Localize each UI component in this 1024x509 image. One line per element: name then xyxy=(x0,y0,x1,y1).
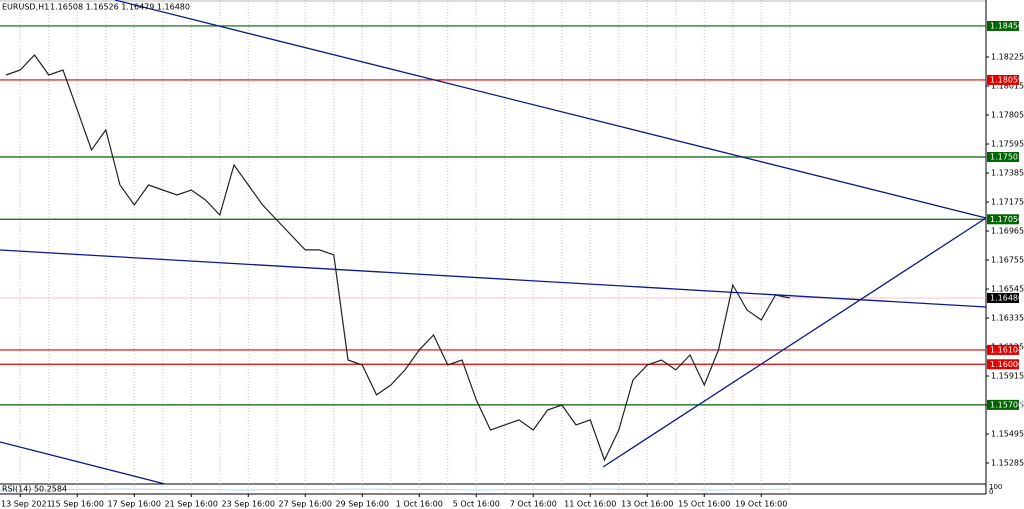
level-label: 1.17050 xyxy=(990,215,1023,224)
rsi-scale-bottom: 0 xyxy=(989,488,993,496)
x-tick-label: 11 Oct 16:00 xyxy=(564,500,616,509)
price-line xyxy=(5,54,790,462)
level-label: 1.16104 xyxy=(990,345,1023,354)
rsi-label: RSI(14) 50.2584 xyxy=(2,485,67,494)
y-tick-label: 1.17805 xyxy=(991,111,1024,120)
level-label: 1.16000 xyxy=(990,360,1023,369)
x-tick-label: 1 Oct 16:00 xyxy=(396,500,443,509)
level-label: 1.17501 xyxy=(990,153,1023,162)
y-tick-label: 1.16965 xyxy=(991,227,1024,236)
level-label-box xyxy=(987,214,1019,225)
y-tick-label: 1.18225 xyxy=(991,53,1024,62)
level-label-box xyxy=(987,74,1019,85)
x-tick-label: 23 Sep 16:00 xyxy=(222,500,275,509)
level-label-box xyxy=(987,292,1019,303)
level-label: 1.18059 xyxy=(990,75,1023,84)
trend-line xyxy=(0,441,166,485)
x-tick-label: 13 Oct 16:00 xyxy=(621,500,673,509)
y-tick-label: 1.17385 xyxy=(991,169,1024,178)
trend-lines xyxy=(0,0,987,485)
rsi-line xyxy=(0,488,791,491)
x-tick-label: 27 Sep 16:00 xyxy=(279,500,332,509)
x-tick-label: 29 Sep 16:00 xyxy=(336,500,389,509)
level-label-box xyxy=(987,359,1019,370)
x-tick-label: 15 Sep 16:00 xyxy=(51,500,104,509)
rsi-scale-top: 100 xyxy=(989,483,1002,491)
level-label-box xyxy=(987,152,1019,163)
level-label: 1.16480 xyxy=(990,293,1023,302)
y-tick-label: 1.17595 xyxy=(991,140,1024,149)
x-tick-label: 17 Sep 16:00 xyxy=(108,500,161,509)
x-tick-label: 15 Oct 16:00 xyxy=(678,500,730,509)
level-label-box xyxy=(987,399,1019,410)
y-tick-label: 1.16545 xyxy=(991,285,1024,294)
x-tick-label: 13 Sep 2021 xyxy=(1,500,52,509)
level-label-box xyxy=(987,20,1019,31)
y-tick-label: 1.15285 xyxy=(991,459,1024,468)
level-label: 1.18450 xyxy=(990,21,1023,30)
level-label-box xyxy=(987,344,1019,355)
x-tick-label: 19 Oct 16:00 xyxy=(735,500,787,509)
y-tick-label: 1.18015 xyxy=(991,82,1024,91)
y-tick-label: 1.16755 xyxy=(991,256,1024,265)
y-tick-label: 1.17175 xyxy=(991,198,1024,207)
trend-line xyxy=(602,217,987,468)
ohlc-label: 1.16508 1.16526 1.16479 1.16480 xyxy=(50,3,190,12)
x-tick-label: 5 Oct 16:00 xyxy=(453,500,500,509)
trend-line xyxy=(114,0,987,219)
y-tick-label: 1.16335 xyxy=(991,314,1024,323)
x-tick-label: 21 Sep 16:00 xyxy=(165,500,218,509)
symbol-title: EURUSD,H1 xyxy=(2,3,49,12)
trend-line xyxy=(0,249,987,308)
x-tick-label: 7 Oct 16:00 xyxy=(510,500,557,509)
y-tick-label: 1.15915 xyxy=(991,372,1024,381)
level-label: 1.15706 xyxy=(990,400,1023,409)
y-tick-label: 1.15495 xyxy=(991,430,1024,439)
